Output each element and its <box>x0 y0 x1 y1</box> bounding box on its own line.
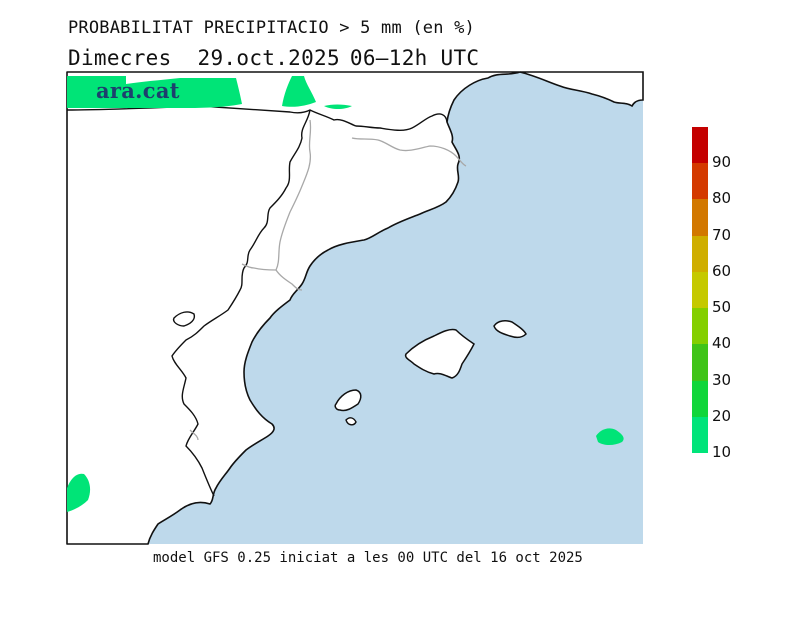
forecast-day: Dimecres <box>68 46 172 70</box>
precip-area-pyrenees-3 <box>324 104 352 109</box>
andorra-loop <box>172 311 196 327</box>
legend-swatch <box>692 199 708 236</box>
legend-swatch <box>692 127 708 164</box>
legend-label: 50 <box>712 298 732 317</box>
menorca-island <box>493 320 527 339</box>
mainland <box>66 71 521 545</box>
legend-label: 10 <box>712 443 732 461</box>
map-title: PROBABILITAT PRECIPITACIO > 5 mm (en %) <box>68 18 475 38</box>
legend-label: 90 <box>712 153 732 172</box>
forecast-time: 06–12h UTC <box>349 46 480 70</box>
color-legend <box>692 127 708 453</box>
internal-border-grey-3 <box>351 137 467 167</box>
forecast-date: 29.oct.2025 <box>197 46 340 70</box>
internal-border-grey-4 <box>189 429 199 441</box>
precip-area-southwest <box>67 473 91 512</box>
forecast-period: Dimecres 29.oct.2025 06–12h UTC <box>68 46 479 70</box>
legend-label: 70 <box>712 225 732 244</box>
legend-swatch <box>692 308 708 345</box>
ibiza-island <box>334 389 362 412</box>
legend-label: 60 <box>712 261 732 280</box>
legend-swatch <box>692 271 708 309</box>
legend-swatch <box>692 235 708 272</box>
precip-area-pyrenees-2 <box>282 76 316 107</box>
legend-swatch <box>692 344 708 381</box>
precip-area-pyrenees <box>67 76 242 108</box>
region-outline-west <box>171 109 311 497</box>
france-coast <box>519 71 644 108</box>
internal-border-grey-1 <box>241 119 312 271</box>
precip-area-sea-east <box>596 428 624 445</box>
legend-label: 30 <box>712 370 732 389</box>
legend-swatch <box>692 163 708 200</box>
legend-label: 80 <box>712 189 732 208</box>
mallorca-island <box>404 328 475 379</box>
legend-swatch <box>692 416 708 453</box>
formentera-island <box>345 417 357 426</box>
internal-border-grey-2 <box>275 269 303 291</box>
brand-logo: ara.cat <box>96 78 180 103</box>
legend-label: 20 <box>712 406 732 425</box>
model-info: model GFS 0.25 iniciat a les 00 UTC del … <box>153 550 583 566</box>
legend-label: 40 <box>712 334 732 353</box>
legend-swatch <box>692 380 708 417</box>
